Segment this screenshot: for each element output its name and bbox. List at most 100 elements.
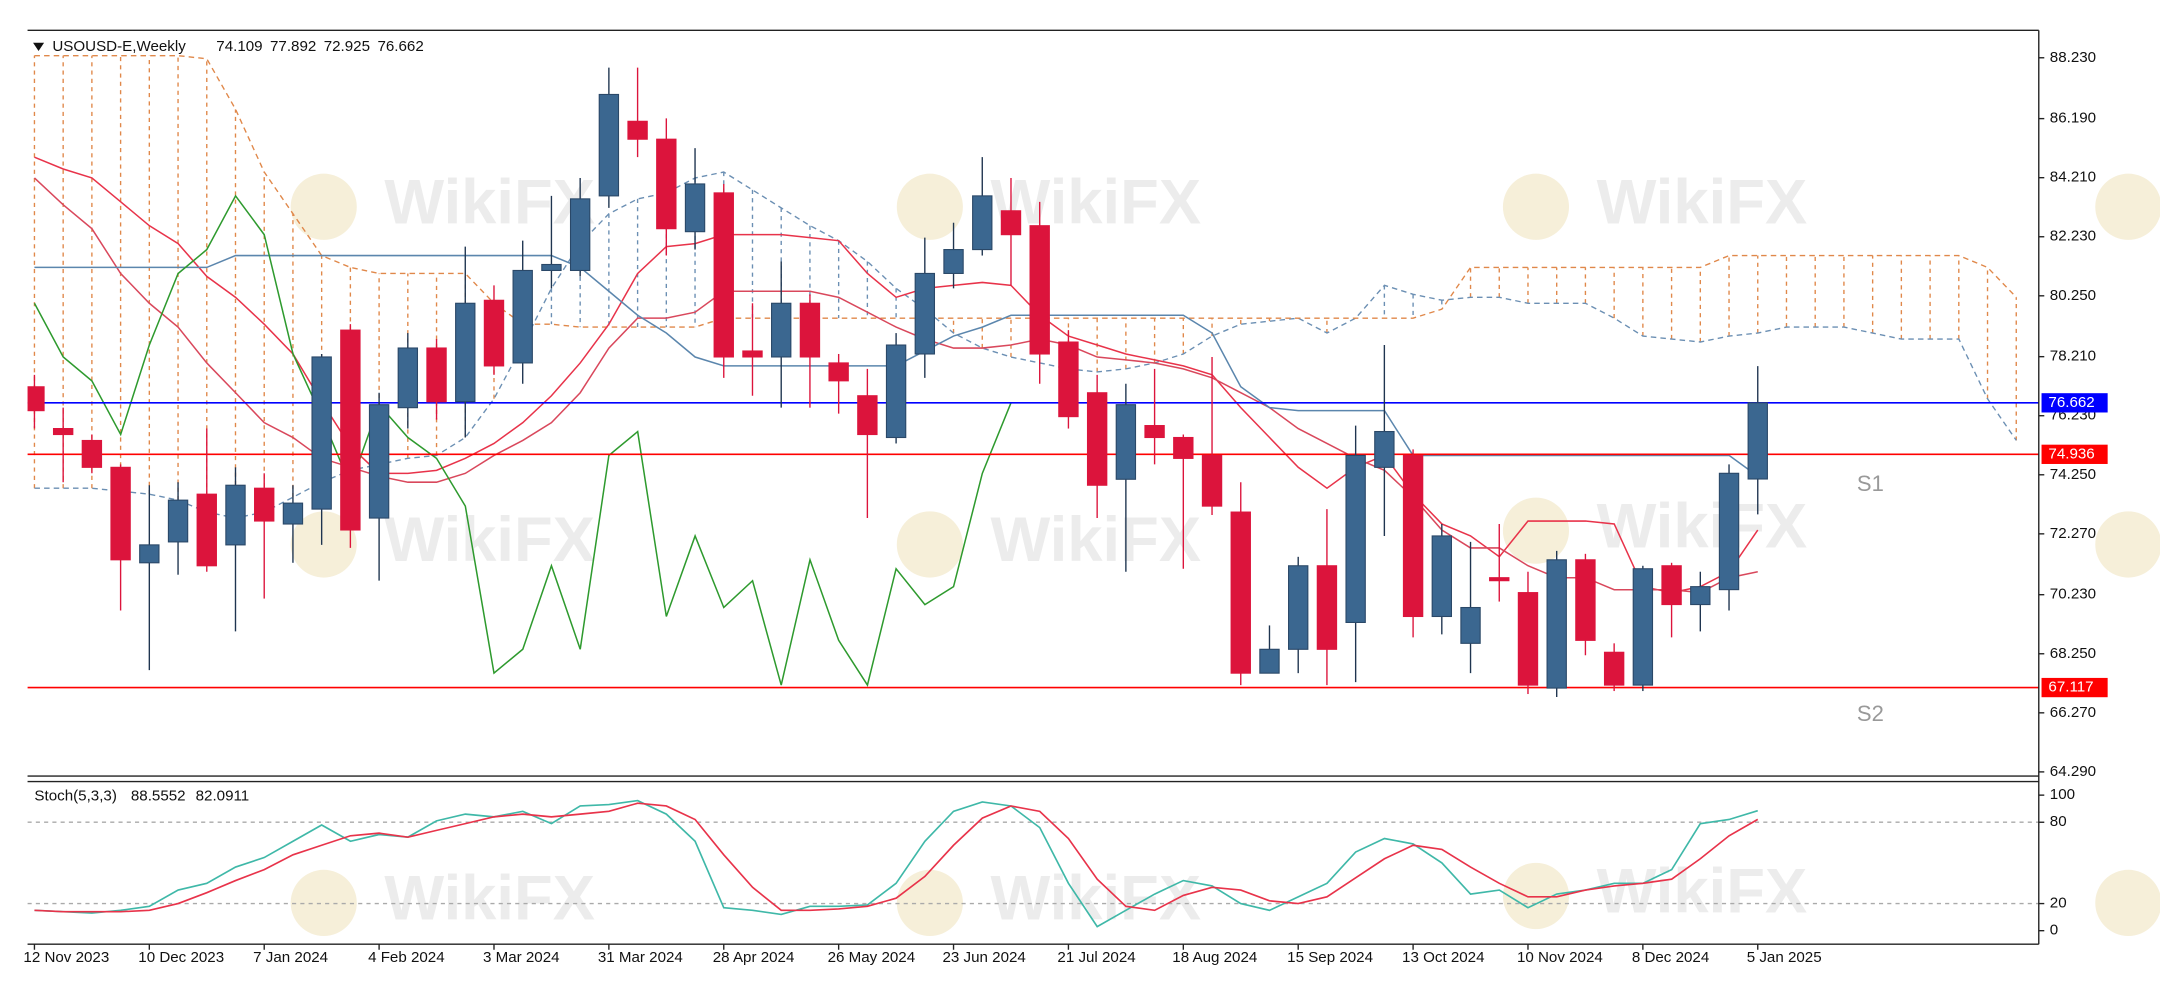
candle-body [512,269,533,364]
y-tick-label: 80 [2050,813,2067,830]
watermark: WikiFX [384,505,595,575]
x-tick-label: 26 May 2024 [828,949,916,966]
candle-body [1546,559,1567,689]
candle-body [196,493,217,567]
ohlc-high: 77.892 [270,38,316,55]
level-label: 67.117 [2048,679,2093,696]
candle-body [1460,606,1481,644]
candle-body [1086,392,1108,486]
candle-body [1288,565,1309,650]
candle-body [541,263,562,272]
candle-body [81,439,103,468]
y-tick-label: 88.230 [2050,49,2096,66]
candle-body [1632,568,1654,686]
candle-body [972,195,993,251]
y-tick-label: 80.250 [2050,287,2096,304]
cloud-span [34,55,2017,328]
candle-body [1144,425,1165,439]
candle-body [885,344,907,439]
candle-body [1747,402,1768,480]
candle-body [1661,565,1682,606]
x-tick-label: 12 Nov 2023 [23,949,109,966]
candle-body [139,544,160,564]
watermark-logo [896,511,963,578]
x-tick-label: 18 Aug 2024 [1172,949,1257,966]
menu-arrow[interactable] [33,42,45,52]
x-tick-label: 3 Mar 2024 [483,949,560,966]
candle-body [397,347,419,409]
candle-body [799,302,821,358]
price-panel [27,55,2039,698]
candle-body [1517,592,1539,686]
candle-body [1058,341,1079,418]
candle-body [857,395,878,436]
indicator-line [33,194,1012,687]
candle-body [598,93,620,197]
watermark: WikiFX [990,864,1201,934]
watermark-logo [2095,511,2160,578]
watermark: WikiFX [1597,857,1808,927]
y-tick-label: 20 [2050,895,2067,912]
ohlc-low: 72.925 [324,38,370,55]
level-label-box [2041,444,2108,464]
candle-body [1431,535,1453,618]
y-tick-label: 84.210 [2050,169,2096,186]
watermark-logo [1502,497,1570,564]
stoch-signal-value: 82.0911 [196,788,250,805]
ohlc-close: 76.662 [377,38,423,55]
watermark: WikiFX [384,864,595,934]
candle-body [282,502,304,525]
candle-body [1259,648,1280,674]
x-tick-label: 21 Jul 2024 [1057,949,1135,966]
candle-body [943,249,964,274]
candle-body [1489,577,1510,582]
y-tick-label: 70.230 [2050,586,2096,603]
candle-body [1345,454,1366,623]
watermark-logo [896,173,963,240]
candle-body [1201,454,1223,507]
candle-body [1316,565,1338,650]
watermark: WikiFX [1597,491,1808,561]
candle-body [455,302,476,403]
watermark: WikiFX [990,168,1201,238]
watermark-logo [290,869,357,936]
x-tick-label: 8 Dec 2024 [1632,949,1709,966]
chart-title: USOUSD-E,Weekly [52,38,186,55]
level-label: 76.662 [2048,394,2094,411]
annotation: S2 [1857,701,1884,726]
x-tick-label: 13 Oct 2024 [1402,949,1484,966]
y-tick-label: 72.270 [2050,525,2096,542]
level-label-box [2041,393,2108,413]
y-tick-label: 68.250 [2050,645,2096,662]
y-tick-label: 78.210 [2050,348,2096,365]
x-tick-label: 10 Nov 2024 [1517,949,1603,966]
stoch-main-value: 88.5552 [131,788,186,805]
candle-body [1718,472,1740,591]
candle-body [1374,430,1395,468]
watermark-logo [290,173,357,240]
candle-body [426,347,447,403]
watermark-logo [2095,173,2160,240]
candle-body [1690,586,1711,606]
watermarks: WikiFX WikiFX WikiFX WikiFX WikiFX WikiFX Wiki… [290,168,2160,936]
candle-body [311,356,332,510]
candle-body [828,362,849,382]
stoch-panel [27,799,2039,928]
candle-body [742,350,763,358]
candle-body [771,302,792,358]
x-tick-label: 10 Dec 2023 [138,949,224,966]
x-tick-label: 4 Feb 2024 [368,949,445,966]
candle-body [713,192,734,358]
level-label: 74.936 [2048,445,2094,462]
cloud-span [34,171,2017,519]
stoch-line [34,802,1759,913]
x-tick-label: 23 Jun 2024 [943,949,1026,966]
x-tick-label: 15 Sep 2024 [1287,949,1373,966]
candle-body [340,329,361,531]
y-tick-label: 64.290 [2050,763,2096,780]
candle-body [627,120,648,140]
x-tick-label: 28 Apr 2024 [713,949,795,966]
candle-body [1173,436,1194,459]
